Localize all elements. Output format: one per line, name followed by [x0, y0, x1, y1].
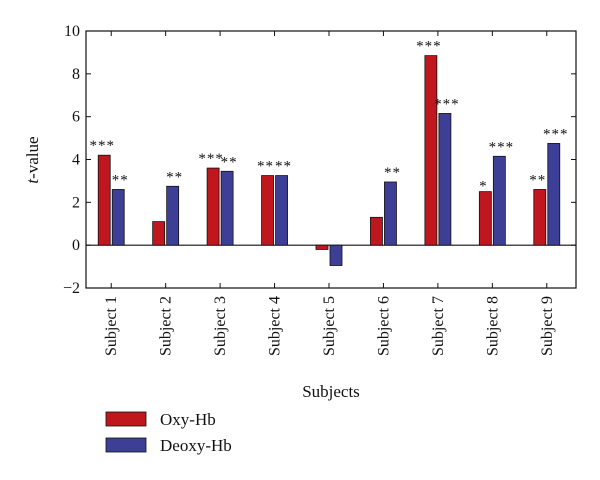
significance-label: *** [543, 126, 569, 142]
bar-oxy-8 [478, 191, 492, 246]
bar-oxy-9 [533, 189, 547, 246]
significance-label: ** [257, 159, 274, 175]
significance-label: ** [112, 172, 129, 188]
bar-deoxy-2 [166, 185, 180, 246]
x-category-label: Subject 1 [103, 296, 120, 356]
significance-label: ** [166, 169, 183, 185]
significance-label: *** [198, 151, 224, 167]
y-tick-label: 8 [72, 66, 80, 83]
bar-deoxy-8 [492, 155, 506, 246]
y-tick-label: 6 [72, 109, 80, 126]
legend-label-deoxy: Deoxy-Hb [160, 436, 232, 455]
x-category-label: Subject 4 [267, 296, 284, 356]
significance-label: * [479, 179, 488, 195]
bar-oxy-6 [370, 216, 383, 246]
y-tick-label: 4 [72, 152, 80, 169]
significance-label: *** [489, 139, 515, 155]
significance-label: *** [434, 96, 460, 112]
y-axis-title-italic: t [23, 178, 42, 184]
bar-oxy-3 [206, 167, 220, 246]
bar-deoxy-6 [384, 181, 397, 246]
bars [97, 55, 561, 266]
significance-markers: ***** ******* ** ** ***************** [89, 39, 569, 195]
bar-deoxy-1 [111, 189, 125, 246]
y-axis-title-rest: -value [23, 136, 42, 178]
y-tick-label: 10 [64, 23, 80, 40]
significance-label: ** [384, 165, 401, 181]
y-tick-label: −2 [63, 280, 80, 297]
x-category-label: Subject 6 [375, 296, 392, 356]
x-axis-categories: Subject 1 Subject 2 Subject 3 Subject 4 Subj… [103, 31, 556, 356]
bar-deoxy-3 [220, 170, 234, 246]
legend: Oxy-Hb Deoxy-Hb [105, 410, 232, 455]
x-category-label: Subject 3 [212, 296, 229, 356]
significance-label: ** [275, 159, 292, 175]
legend-swatch-deoxy [105, 437, 147, 453]
legend-swatch-oxy [105, 411, 147, 427]
significance-label: ** [221, 154, 238, 170]
x-category-label: Subject 2 [158, 296, 175, 356]
x-category-label: Subject 9 [539, 296, 556, 356]
bar-deoxy-9 [547, 143, 561, 246]
bar-deoxy-5 [329, 244, 343, 266]
significance-label: *** [416, 39, 442, 55]
significance-label: ** [529, 172, 546, 188]
bar-deoxy-7 [438, 113, 452, 246]
legend-label-oxy: Oxy-Hb [160, 410, 216, 429]
y-tick-label: 0 [72, 237, 80, 254]
bar-deoxy-4 [275, 175, 288, 246]
x-category-label: Subject 5 [321, 296, 338, 356]
y-tick-label: 2 [72, 194, 80, 211]
bar-oxy-4 [261, 175, 274, 246]
y-axis: −2 0 2 4 6 8 10 [63, 23, 576, 297]
bar-oxy-7 [424, 55, 438, 246]
bar-oxy-1 [97, 154, 111, 246]
bar-oxy-5 [315, 244, 329, 250]
x-axis-title: Subjects [302, 382, 360, 401]
significance-label: *** [89, 138, 115, 154]
x-category-label: Subject 7 [430, 296, 447, 356]
bar-oxy-2 [152, 221, 166, 246]
y-axis-title: t-value [23, 136, 42, 183]
x-category-label: Subject 8 [484, 296, 501, 356]
